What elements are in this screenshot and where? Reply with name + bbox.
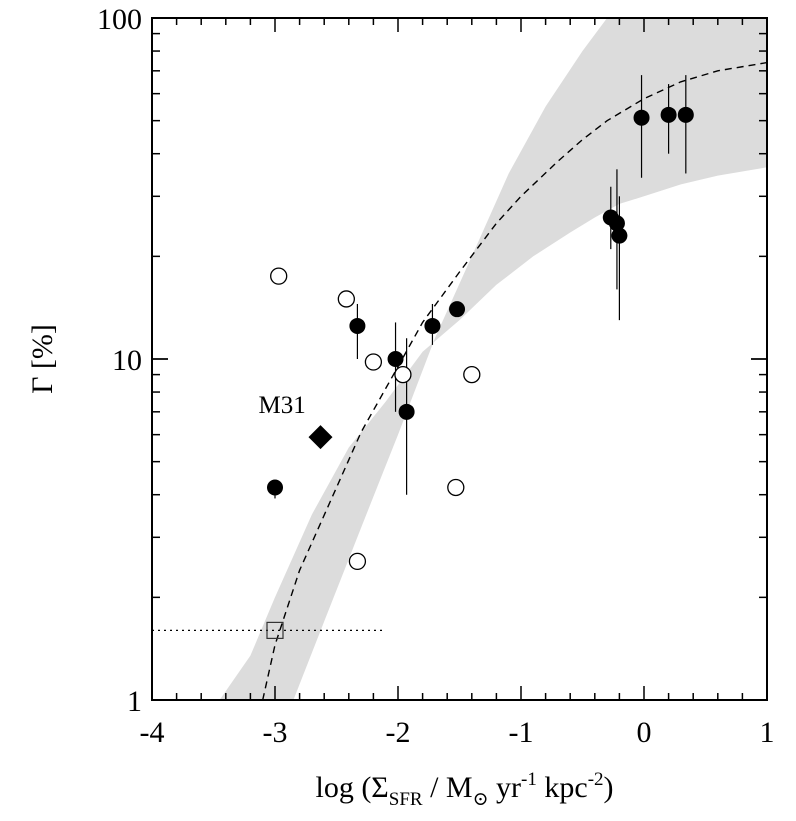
x-axis-title-part: -1 bbox=[521, 769, 537, 790]
data-points-layer bbox=[266, 106, 694, 639]
x-axis-title-part: / M bbox=[423, 771, 473, 804]
x-axis-title-part: kpc bbox=[537, 771, 588, 804]
point-filled-circle bbox=[677, 106, 694, 123]
point-m31-diamond bbox=[308, 425, 333, 450]
point-filled-circle bbox=[424, 317, 441, 334]
annotation-m31: M31 bbox=[259, 392, 306, 419]
x-axis-title-part: yr bbox=[489, 771, 522, 804]
x-axis-title: log (ΣSFR / M⊙ yr-1 kpc-2) bbox=[315, 769, 613, 810]
point-filled-circle bbox=[611, 227, 628, 244]
point-open-square bbox=[266, 621, 284, 639]
y-tick-label: 100 bbox=[97, 3, 142, 36]
point-open-circle bbox=[463, 365, 481, 384]
x-tick-label: 0 bbox=[637, 716, 652, 749]
x-tick-label: -4 bbox=[140, 716, 165, 749]
y-axis-title: Γ [%] bbox=[26, 324, 59, 394]
point-filled-circle bbox=[608, 215, 625, 232]
x-axis-title-part: -2 bbox=[588, 769, 604, 790]
point-open-circle bbox=[394, 365, 412, 384]
x-axis-title-part: ⊙ bbox=[473, 789, 489, 810]
x-axis-title-part: SFR bbox=[389, 789, 423, 810]
x-tick-label: -3 bbox=[263, 716, 288, 749]
point-open-circle bbox=[364, 353, 383, 371]
point-filled-circle bbox=[449, 301, 466, 318]
x-tick-label: -2 bbox=[386, 716, 411, 749]
point-open-circle bbox=[447, 478, 465, 497]
x-tick-label: 1 bbox=[760, 716, 775, 749]
x-axis-title-part: log (Σ bbox=[315, 771, 388, 804]
point-filled-circle bbox=[387, 351, 404, 367]
x-axis-title-part: ) bbox=[604, 771, 614, 804]
point-filled-circle bbox=[633, 109, 650, 126]
point-open-circle bbox=[270, 267, 288, 285]
point-open-circle bbox=[348, 552, 367, 571]
point-filled-circle bbox=[267, 479, 283, 496]
point-filled-circle bbox=[660, 106, 677, 123]
labels-layer: M31 -4 -3 -2 -1 0 1 1 10 100 Γ [%] log (ΣSFR / M⊙ y… bbox=[26, 3, 775, 810]
point-filled-circle bbox=[398, 403, 415, 420]
y-tick-label: 10 bbox=[112, 344, 142, 377]
model-curve bbox=[262, 61, 767, 700]
point-open-circle bbox=[337, 290, 355, 308]
uncertainty-band-layer bbox=[219, 18, 767, 700]
point-filled-circle bbox=[349, 317, 366, 334]
x-tick-label: -1 bbox=[509, 716, 534, 749]
model-curve-layer bbox=[152, 61, 767, 700]
axes-layer bbox=[151, 17, 768, 701]
uncertainty-band bbox=[219, 18, 767, 700]
y-tick-label: 1 bbox=[127, 685, 142, 718]
